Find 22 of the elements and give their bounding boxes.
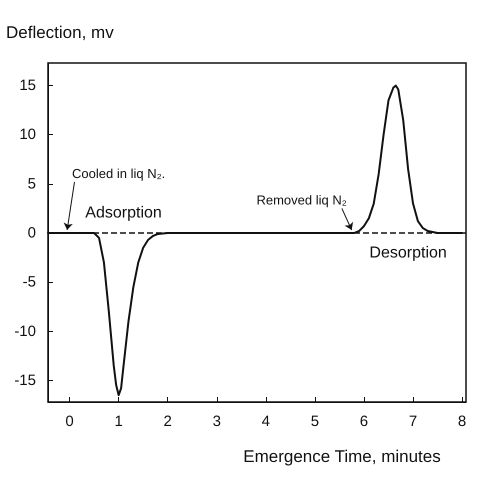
y-tick-label: 10 <box>19 126 36 144</box>
y-tick-label: -15 <box>14 372 36 389</box>
y-axis-title: Deflection, mv <box>6 23 114 42</box>
y-tick-label: 0 <box>28 224 36 242</box>
y-tick-label: 15 <box>19 77 36 94</box>
x-tick-label: 0 <box>65 413 74 430</box>
y-tick-label: -10 <box>14 322 36 340</box>
x-tick-label: 6 <box>360 413 368 430</box>
annotation: Cooled in liq N₂. <box>72 166 166 181</box>
y-tick-label: 5 <box>28 175 36 192</box>
annotation: Adsorption <box>85 204 162 222</box>
x-tick-label: 4 <box>262 413 270 430</box>
annotation: Removed liq N₂ <box>256 192 347 208</box>
x-axis-title: Emergence Time, minutes <box>243 447 441 466</box>
x-tick-label: 8 <box>458 413 466 430</box>
y-tick-label: -5 <box>22 274 36 291</box>
x-tick-label: 5 <box>310 413 320 430</box>
x-tick-label: 7 <box>408 413 418 430</box>
x-tick-label: 2 <box>164 413 172 430</box>
annotation: Desorption <box>369 244 447 262</box>
x-tick-label: 3 <box>212 413 221 430</box>
x-tick-label: 1 <box>114 413 123 430</box>
